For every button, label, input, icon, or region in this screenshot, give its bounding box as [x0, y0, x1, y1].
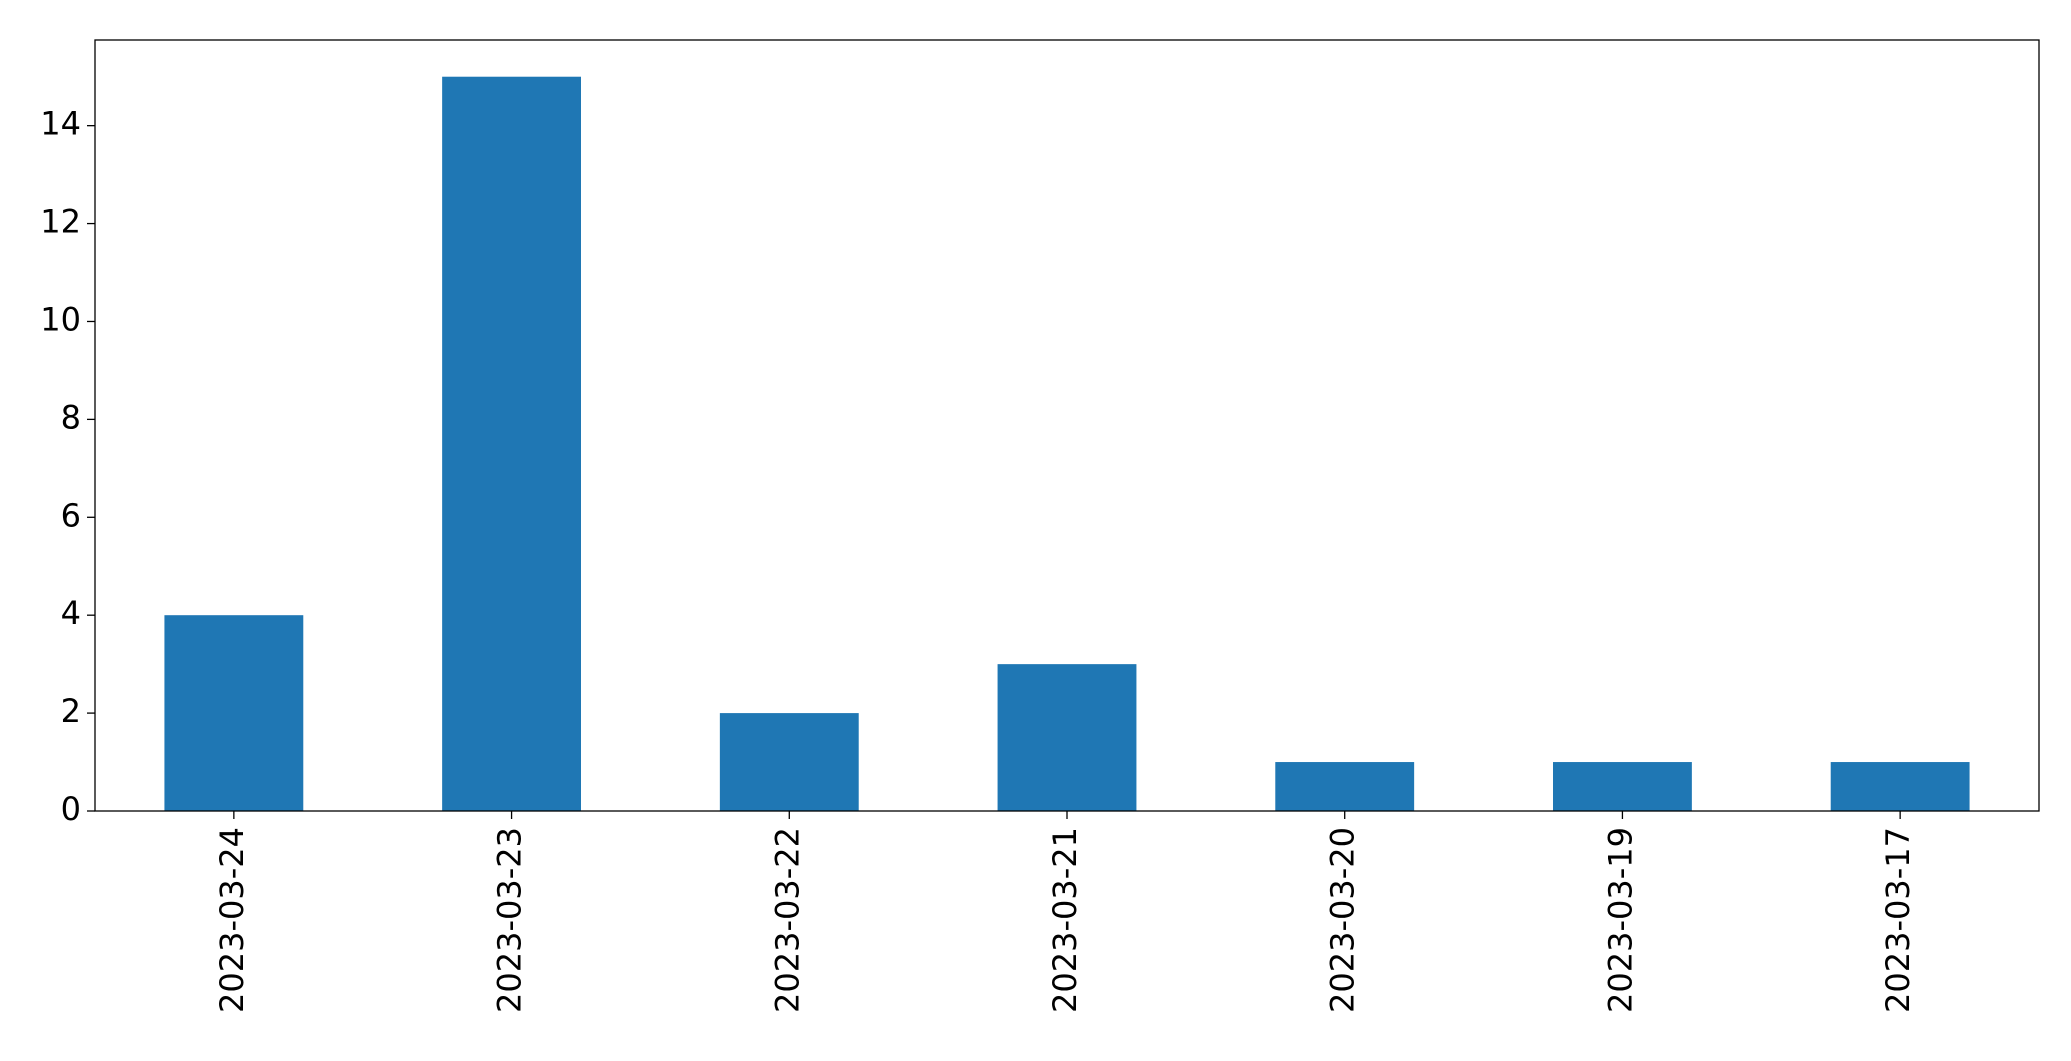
bar-2023-03-23: [442, 76, 581, 811]
y-tick-label: 10: [40, 300, 81, 338]
x-tick-label: 2023-03-22: [768, 827, 806, 1013]
x-tick-label: 2023-03-17: [1879, 827, 1917, 1013]
y-tick-label: 8: [61, 398, 81, 436]
bar-2023-03-24: [164, 615, 304, 811]
bar-2023-03-21: [997, 664, 1137, 811]
bar-2023-03-19: [1553, 762, 1692, 811]
plot-area-frame: [94, 39, 2040, 812]
y-tick-label: 0: [61, 790, 81, 828]
x-tick-label: 2023-03-20: [1324, 827, 1362, 1013]
bar-2023-03-22: [719, 713, 859, 811]
x-tick-label: 2023-03-24: [213, 827, 251, 1013]
x-tick-label: 2023-03-21: [1046, 827, 1084, 1013]
bar-2023-03-20: [1275, 762, 1415, 811]
y-axis-ticks: 0 2 4 6 8 10 12 14: [40, 105, 95, 828]
y-tick-label: 2: [61, 692, 81, 730]
y-tick-label: 6: [61, 496, 81, 534]
x-tick-label: 2023-03-23: [491, 827, 529, 1013]
x-tick-label: 2023-03-19: [1601, 827, 1639, 1013]
x-axis-ticks: 2023-03-24 2023-03-23 2023-03-22 2023-03-21…: [213, 811, 1917, 1013]
y-tick-label: 4: [61, 594, 81, 632]
bar-2023-03-17: [1830, 762, 1970, 811]
y-tick-label: 14: [40, 105, 81, 143]
y-tick-label: 12: [40, 203, 81, 241]
bars-group: [164, 76, 1970, 811]
